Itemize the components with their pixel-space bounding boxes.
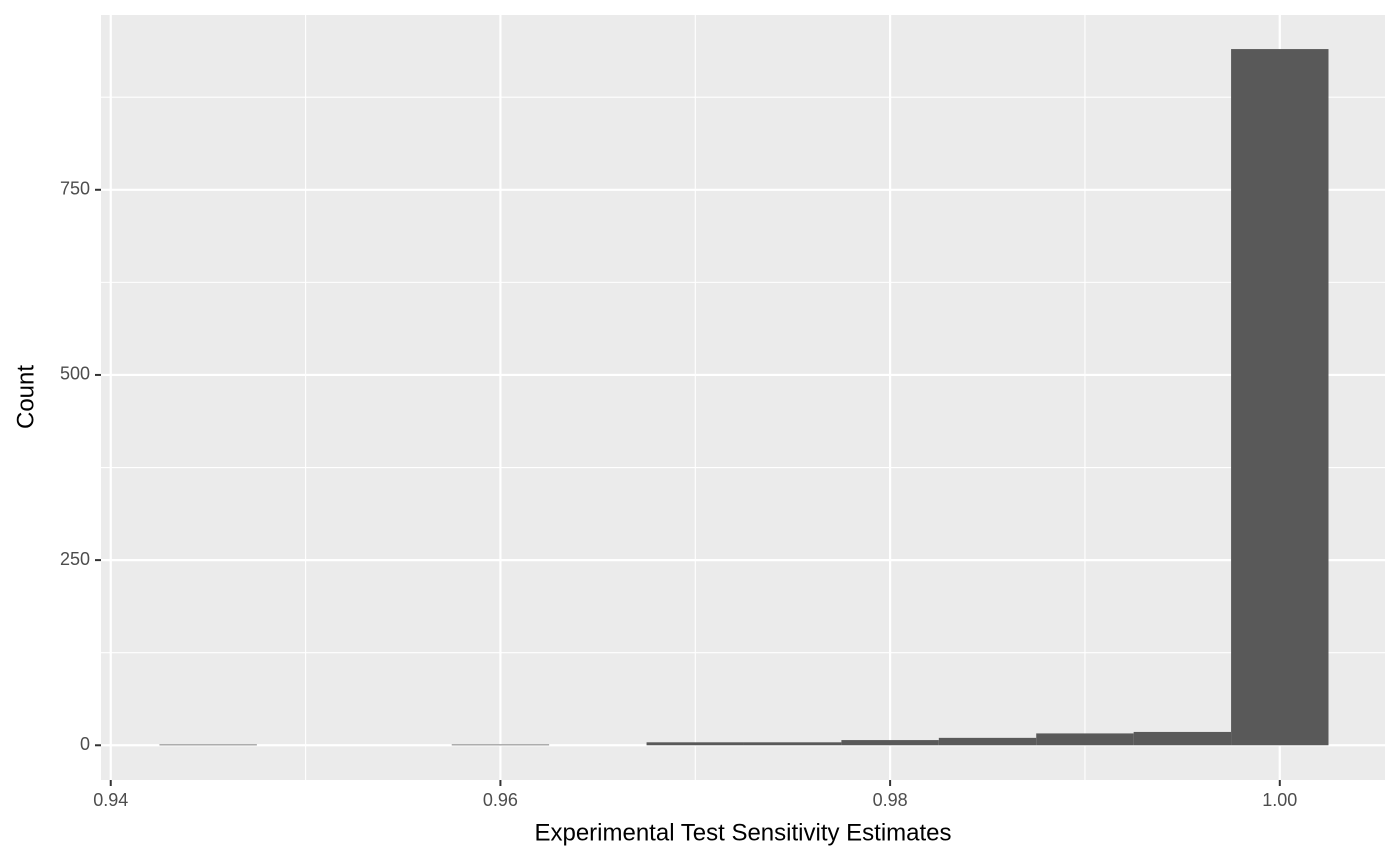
y-tick-label: 0 — [80, 734, 90, 754]
bar — [159, 744, 257, 746]
x-tick-label: 1.00 — [1262, 790, 1297, 810]
x-tick-label: 0.94 — [93, 790, 128, 810]
bars — [159, 49, 1329, 746]
bar — [743, 742, 842, 746]
bar — [841, 740, 939, 746]
bar — [1133, 731, 1232, 746]
y-tick-label: 250 — [60, 549, 90, 569]
x-tick-label: 0.96 — [483, 790, 518, 810]
x-axis-title: Experimental Test Sensitivity Estimates — [534, 819, 951, 846]
y-axis-title: Count — [12, 365, 39, 429]
bar — [646, 742, 744, 746]
axes: 0.94 0.96 0.98 1.00 0 250 500 750 — [60, 179, 1297, 810]
y-tick-label: 500 — [60, 364, 90, 384]
bar — [1231, 49, 1329, 746]
bar — [451, 744, 550, 746]
bar — [1036, 733, 1134, 746]
bar — [938, 737, 1037, 746]
y-tick-label: 750 — [60, 179, 90, 199]
x-tick-label: 0.98 — [873, 790, 908, 810]
panel-background — [101, 15, 1385, 780]
